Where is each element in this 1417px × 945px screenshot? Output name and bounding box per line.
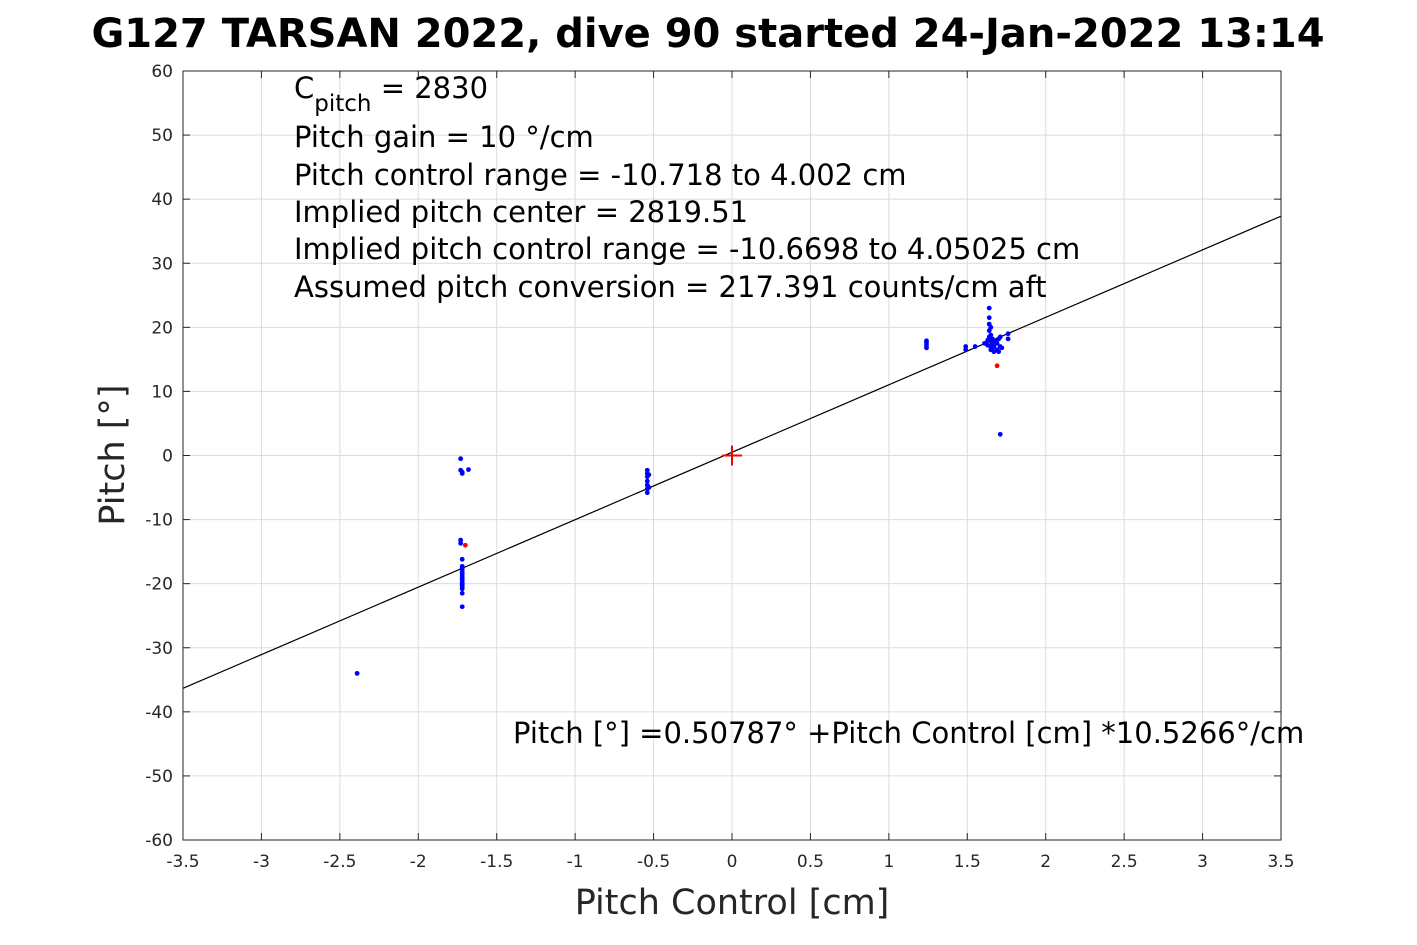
y-tick-label: -40 bbox=[145, 703, 173, 723]
annotation-block: Cpitch = 2830 Pitch gain = 10 °/cm Pitch… bbox=[294, 71, 1080, 304]
data-point bbox=[996, 349, 1002, 355]
data-point bbox=[994, 340, 1000, 346]
y-tick-label: -20 bbox=[145, 575, 173, 595]
annotation-assumed-pitch-conversion: Assumed pitch conversion = 217.391 count… bbox=[294, 270, 1047, 304]
data-point bbox=[972, 344, 978, 349]
chart-title: G127 TARSAN 2022, dive 90 started 24-Jan… bbox=[91, 11, 1324, 57]
data-point bbox=[644, 478, 650, 484]
data-point bbox=[986, 305, 992, 311]
fit-equation: Pitch [°] =0.50787° +Pitch Control [cm] … bbox=[513, 716, 1304, 750]
x-tick-label: -0.5 bbox=[637, 852, 670, 872]
data-point bbox=[1005, 331, 1011, 337]
data-point bbox=[459, 469, 465, 475]
y-tick-label: 30 bbox=[151, 254, 173, 274]
annotation-implied-pitch-center: Implied pitch center = 2819.51 bbox=[294, 195, 748, 229]
annotation-c-pitch-symbol: C bbox=[294, 71, 314, 105]
data-point bbox=[997, 334, 1003, 340]
x-tick-label: 2.5 bbox=[1111, 852, 1138, 872]
x-tick-label: 2 bbox=[1040, 852, 1051, 872]
data-point bbox=[459, 571, 465, 576]
data-point bbox=[991, 344, 997, 349]
data-point bbox=[924, 338, 929, 344]
x-tick-label: -3 bbox=[253, 852, 270, 872]
ticks: -3.5 -3 -2.5 -2 -1.5 -1 -0.5 0 0.5 1 1.5 2 2.5 3 3.5 -6… bbox=[145, 62, 1294, 872]
x-tick-label: 3 bbox=[1197, 852, 1208, 872]
data-point bbox=[459, 604, 465, 610]
center-marker bbox=[722, 445, 742, 466]
data-point bbox=[459, 576, 465, 581]
data-point bbox=[458, 456, 464, 462]
data-point bbox=[988, 332, 994, 338]
y-tick-label: -50 bbox=[145, 767, 173, 787]
x-tick-label: 1 bbox=[883, 852, 894, 872]
data-point bbox=[999, 345, 1005, 351]
data-point bbox=[459, 556, 465, 562]
y-axis-label: Pitch [°] bbox=[93, 384, 133, 525]
x-axis-label: Pitch Control [cm] bbox=[575, 883, 890, 923]
data-point bbox=[963, 344, 969, 349]
data-point bbox=[646, 485, 652, 490]
data-point bbox=[644, 490, 650, 496]
y-tick-label: 40 bbox=[151, 190, 173, 210]
y-tick-label: -60 bbox=[145, 831, 173, 851]
y-tick-label: 50 bbox=[151, 126, 173, 146]
data-point bbox=[466, 467, 471, 472]
data-point bbox=[459, 581, 465, 587]
x-tick-label: 1.5 bbox=[954, 852, 981, 872]
data-point bbox=[354, 670, 360, 676]
data-point bbox=[646, 472, 652, 478]
y-tick-label: 20 bbox=[151, 318, 173, 338]
flagged-point bbox=[462, 542, 468, 548]
data-point bbox=[997, 431, 1003, 437]
series-flagged-points bbox=[462, 363, 1000, 548]
x-tick-label: -3.5 bbox=[166, 852, 199, 872]
y-tick-label: 60 bbox=[151, 62, 173, 82]
x-tick-label: 0.5 bbox=[797, 852, 824, 872]
x-tick-label: 0 bbox=[727, 852, 738, 872]
flagged-point bbox=[994, 363, 1000, 369]
x-tick-label: -2 bbox=[410, 852, 427, 872]
annotation-implied-pitch-control-range: Implied pitch control range = -10.6698 t… bbox=[294, 232, 1080, 266]
data-point bbox=[986, 315, 992, 321]
annotation-c-pitch-subscript: pitch bbox=[314, 91, 371, 117]
y-tick-label: -10 bbox=[145, 511, 173, 531]
data-points bbox=[354, 305, 1011, 676]
data-point bbox=[1005, 336, 1011, 342]
y-tick-label: -30 bbox=[145, 639, 173, 659]
x-tick-label: -2.5 bbox=[323, 852, 356, 872]
x-tick-label: -1 bbox=[567, 852, 584, 872]
annotation-pitch-gain: Pitch gain = 10 °/cm bbox=[294, 120, 594, 154]
y-tick-label: 0 bbox=[162, 447, 173, 467]
x-tick-label: -1.5 bbox=[480, 852, 513, 872]
x-tick-label: 3.5 bbox=[1267, 852, 1294, 872]
data-point bbox=[988, 324, 994, 330]
annotation-pitch-control-range: Pitch control range = -10.718 to 4.002 c… bbox=[294, 158, 907, 192]
y-tick-label: 10 bbox=[151, 382, 173, 402]
data-point bbox=[459, 586, 465, 592]
data-point bbox=[458, 540, 464, 546]
annotation-c-pitch: Cpitch = 2830 bbox=[294, 71, 488, 117]
series-dive-points bbox=[354, 305, 1011, 676]
data-point bbox=[459, 590, 465, 596]
annotation-c-pitch-value: = 2830 bbox=[371, 71, 488, 105]
data-point bbox=[459, 565, 465, 571]
